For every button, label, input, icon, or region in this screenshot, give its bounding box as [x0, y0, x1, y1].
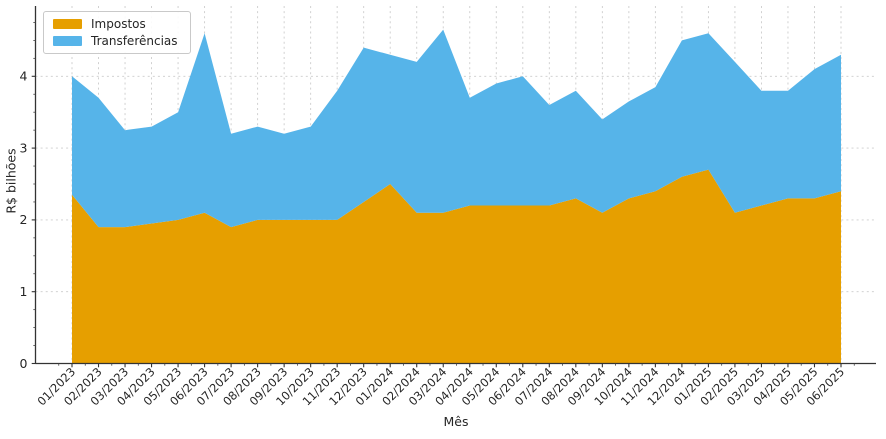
y-axis-label: R$ bilhões — [3, 148, 19, 214]
y-tick-label: 0 — [20, 356, 28, 371]
legend-label-impostos: Impostos — [91, 17, 146, 31]
transferencias-area — [72, 29, 841, 228]
y-tick-label: 1 — [20, 284, 28, 299]
y-tick-label: 2 — [20, 212, 28, 227]
y-axis-ticks — [31, 22, 36, 365]
axes-spines — [34, 6, 876, 365]
impostos-swatch-icon — [53, 19, 82, 29]
y-tick-labels: 0 1 2 3 4 — [20, 69, 28, 371]
x-axis-label: Mês — [443, 414, 469, 429]
x-tick-labels: 01/202302/202303/202304/202305/202306/20… — [34, 365, 847, 409]
legend-item-impostos: Impostos — [53, 18, 178, 30]
transferencias-swatch-icon — [53, 36, 82, 46]
y-tick-label: 4 — [20, 69, 28, 84]
legend-label-transferencias: Transferências — [91, 34, 178, 48]
impostos-area — [72, 169, 841, 364]
legend: Impostos Transferências — [43, 11, 191, 54]
legend-item-transferencias: Transferências — [53, 35, 178, 47]
y-tick-label: 3 — [20, 140, 28, 155]
x-axis-ticks — [58, 363, 855, 368]
